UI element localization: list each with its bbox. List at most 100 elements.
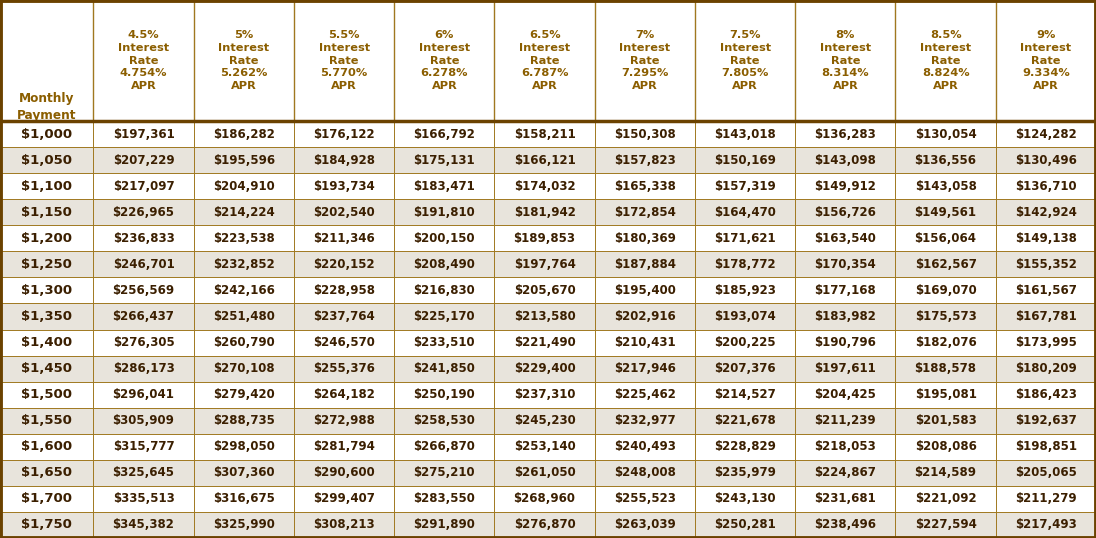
Text: $281,794: $281,794	[313, 440, 375, 454]
Text: $246,701: $246,701	[113, 258, 174, 271]
Text: $236,833: $236,833	[113, 232, 174, 245]
Text: $214,527: $214,527	[715, 388, 776, 401]
Text: 5%
Interest
Rate
5.262%
APR: 5% Interest Rate 5.262% APR	[218, 30, 270, 91]
Text: $166,121: $166,121	[514, 154, 575, 167]
Text: $193,074: $193,074	[715, 310, 776, 323]
Text: $161,567: $161,567	[1015, 284, 1076, 297]
Text: $240,493: $240,493	[614, 440, 676, 454]
Text: $217,946: $217,946	[614, 362, 676, 375]
Text: $207,229: $207,229	[113, 154, 174, 167]
Text: $288,735: $288,735	[213, 414, 275, 427]
Text: 7.5%
Interest
Rate
7.805%
APR: 7.5% Interest Rate 7.805% APR	[720, 30, 770, 91]
Text: $250,190: $250,190	[413, 388, 476, 401]
Text: $207,376: $207,376	[715, 362, 776, 375]
Text: $217,097: $217,097	[113, 180, 174, 193]
Text: $205,670: $205,670	[514, 284, 575, 297]
Text: $1,400: $1,400	[21, 336, 72, 349]
Text: $156,726: $156,726	[814, 206, 877, 219]
Text: $276,870: $276,870	[514, 519, 575, 532]
Text: $183,982: $183,982	[814, 310, 877, 323]
Bar	[0, 199, 1096, 225]
Bar	[0, 329, 1096, 356]
Text: $180,209: $180,209	[1015, 362, 1076, 375]
Text: $175,131: $175,131	[413, 154, 476, 167]
Text: 9%
Interest
Rate
9.334%
APR: 9% Interest Rate 9.334% APR	[1020, 30, 1072, 91]
Text: $193,734: $193,734	[313, 180, 375, 193]
Text: $217,493: $217,493	[1015, 519, 1076, 532]
Text: $238,496: $238,496	[814, 519, 877, 532]
Text: $228,829: $228,829	[715, 440, 776, 454]
Text: $315,777: $315,777	[113, 440, 174, 454]
Text: $136,283: $136,283	[814, 128, 876, 140]
Text: $256,569: $256,569	[113, 284, 174, 297]
Text: $237,310: $237,310	[514, 388, 575, 401]
Text: Monthly
Payment: Monthly Payment	[16, 91, 77, 122]
Text: $260,790: $260,790	[213, 336, 275, 349]
Text: $264,182: $264,182	[313, 388, 375, 401]
Text: $166,792: $166,792	[413, 128, 476, 140]
Text: $250,281: $250,281	[715, 519, 776, 532]
Text: $225,462: $225,462	[614, 388, 676, 401]
Text: $275,210: $275,210	[413, 466, 476, 479]
Text: $124,282: $124,282	[1015, 128, 1076, 140]
Text: $204,910: $204,910	[213, 180, 275, 193]
Text: $178,772: $178,772	[715, 258, 776, 271]
Text: $1,750: $1,750	[21, 519, 72, 532]
Bar	[0, 121, 1096, 147]
Text: $157,319: $157,319	[715, 180, 776, 193]
Text: $150,308: $150,308	[614, 128, 676, 140]
Text: $195,400: $195,400	[614, 284, 676, 297]
Text: $143,058: $143,058	[915, 180, 977, 193]
Text: $198,851: $198,851	[1015, 440, 1077, 454]
Bar	[0, 408, 1096, 434]
Bar	[0, 460, 1096, 486]
Text: $1,350: $1,350	[21, 310, 72, 323]
Text: $183,471: $183,471	[413, 180, 476, 193]
Bar	[0, 278, 1096, 303]
Text: $150,169: $150,169	[715, 154, 776, 167]
Text: $283,550: $283,550	[413, 492, 476, 505]
Bar	[0, 173, 1096, 199]
Text: 6%
Interest
Rate
6.278%
APR: 6% Interest Rate 6.278% APR	[419, 30, 470, 91]
Bar	[0, 512, 1096, 538]
Text: $170,354: $170,354	[814, 258, 876, 271]
Text: $1,700: $1,700	[21, 492, 72, 505]
Text: $190,796: $190,796	[814, 336, 877, 349]
Text: $155,352: $155,352	[1015, 258, 1076, 271]
Text: $1,150: $1,150	[21, 206, 72, 219]
Bar	[0, 381, 1096, 408]
Text: $291,890: $291,890	[413, 519, 476, 532]
Text: $245,230: $245,230	[514, 414, 575, 427]
Text: $214,589: $214,589	[915, 466, 977, 479]
Text: $325,645: $325,645	[113, 466, 174, 479]
Text: $270,108: $270,108	[213, 362, 275, 375]
Text: $1,450: $1,450	[21, 362, 72, 375]
Text: $261,050: $261,050	[514, 466, 575, 479]
Text: $1,100: $1,100	[21, 180, 72, 193]
Text: $169,070: $169,070	[915, 284, 977, 297]
Text: $251,480: $251,480	[213, 310, 275, 323]
Text: $201,583: $201,583	[915, 414, 977, 427]
Text: 4.5%
Interest
Rate
4.754%
APR: 4.5% Interest Rate 4.754% APR	[118, 30, 169, 91]
Text: $308,213: $308,213	[313, 519, 375, 532]
Text: $1,000: $1,000	[21, 128, 72, 140]
Bar	[0, 356, 1096, 381]
Bar	[0, 434, 1096, 460]
Text: 8%
Interest
Rate
8.314%
APR: 8% Interest Rate 8.314% APR	[820, 30, 871, 91]
Text: $307,360: $307,360	[213, 466, 275, 479]
Text: $345,382: $345,382	[113, 519, 174, 532]
Text: $156,064: $156,064	[915, 232, 977, 245]
Text: $229,400: $229,400	[514, 362, 575, 375]
Text: $163,540: $163,540	[814, 232, 877, 245]
Text: $296,041: $296,041	[113, 388, 174, 401]
Text: $1,050: $1,050	[21, 154, 72, 167]
Text: $210,431: $210,431	[614, 336, 675, 349]
Text: $305,909: $305,909	[113, 414, 174, 427]
Text: $189,853: $189,853	[514, 232, 575, 245]
Bar	[0, 147, 1096, 173]
Text: 6.5%
Interest
Rate
6.787%
APR: 6.5% Interest Rate 6.787% APR	[520, 30, 570, 91]
Text: $211,346: $211,346	[313, 232, 375, 245]
Text: $185,923: $185,923	[715, 284, 776, 297]
Text: $248,008: $248,008	[614, 466, 676, 479]
Text: $1,550: $1,550	[21, 414, 72, 427]
